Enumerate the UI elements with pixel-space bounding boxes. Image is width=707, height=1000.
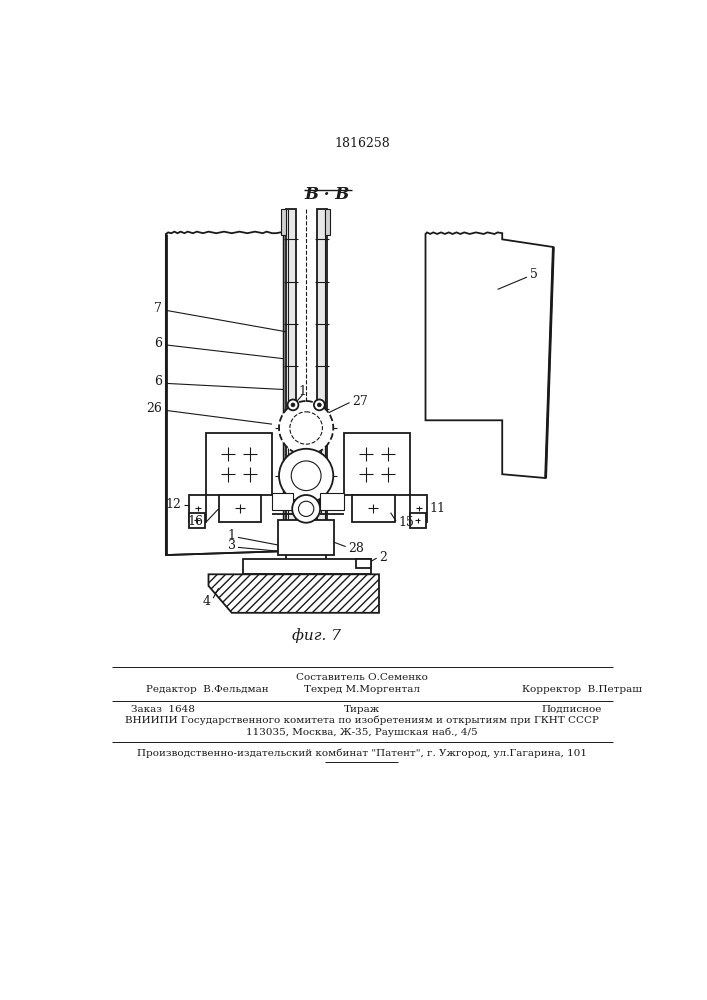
Circle shape: [298, 501, 314, 516]
Bar: [218, 495, 261, 522]
Bar: [281, 209, 286, 235]
Text: 1816258: 1816258: [335, 137, 390, 150]
Text: ВНИИПИ Государственного комитета по изобретениям и открытиям при ГКНТ СССР: ВНИИПИ Государственного комитета по изоб…: [125, 716, 599, 725]
Polygon shape: [426, 232, 554, 478]
Circle shape: [291, 461, 321, 491]
Bar: [286, 209, 296, 547]
Text: Корректор  В.Петраш: Корректор В.Петраш: [522, 685, 643, 694]
Polygon shape: [166, 232, 284, 555]
Text: Составитель О.Семенко: Составитель О.Семенко: [296, 673, 428, 682]
Text: 28: 28: [348, 542, 364, 555]
Text: 2: 2: [379, 551, 387, 564]
Bar: [243, 559, 371, 574]
Text: 26: 26: [146, 402, 162, 415]
Bar: [325, 209, 330, 235]
Bar: [189, 495, 206, 522]
Bar: [272, 493, 293, 510]
Text: 7: 7: [154, 302, 162, 315]
Text: 6: 6: [154, 337, 162, 350]
Text: 5: 5: [530, 267, 538, 280]
Text: Заказ  1648: Заказ 1648: [131, 705, 195, 714]
Circle shape: [317, 403, 321, 407]
Text: 3: 3: [228, 539, 235, 552]
Text: В · В: В · В: [305, 186, 350, 203]
Bar: [356, 559, 371, 568]
Circle shape: [288, 400, 298, 410]
Circle shape: [279, 401, 333, 455]
Text: Техред М.Моргентал: Техред М.Моргентал: [304, 685, 420, 694]
Bar: [279, 520, 334, 555]
Text: 4: 4: [203, 595, 211, 608]
Bar: [352, 495, 395, 522]
Polygon shape: [209, 574, 379, 613]
Bar: [344, 433, 410, 495]
Bar: [410, 495, 427, 522]
Text: 6: 6: [154, 375, 162, 388]
Bar: [317, 209, 327, 547]
Circle shape: [290, 412, 322, 444]
Text: Производственно-издательский комбинат "Патент", г. Ужгород, ул.Гагарина, 101: Производственно-издательский комбинат "П…: [137, 748, 587, 758]
Text: 11: 11: [429, 502, 445, 515]
Text: фиг. 7: фиг. 7: [292, 628, 341, 643]
Text: 1: 1: [228, 529, 235, 542]
Bar: [410, 513, 426, 528]
Text: 27: 27: [352, 395, 368, 408]
Text: 16: 16: [187, 515, 203, 528]
Bar: [320, 493, 344, 510]
Text: Подписное: Подписное: [542, 705, 602, 714]
Text: 12: 12: [165, 498, 182, 512]
Bar: [206, 433, 272, 495]
Text: 1: 1: [299, 385, 307, 398]
Circle shape: [292, 495, 320, 523]
Circle shape: [314, 400, 325, 410]
Bar: [189, 513, 204, 528]
Text: Редактор  В.Фельдман: Редактор В.Фельдман: [146, 685, 269, 694]
Text: 113035, Москва, Ж-35, Раушская наб., 4/5: 113035, Москва, Ж-35, Раушская наб., 4/5: [246, 728, 478, 737]
Circle shape: [291, 403, 295, 407]
Text: 15: 15: [398, 516, 414, 529]
Text: Тираж: Тираж: [344, 705, 380, 714]
Circle shape: [279, 449, 333, 503]
